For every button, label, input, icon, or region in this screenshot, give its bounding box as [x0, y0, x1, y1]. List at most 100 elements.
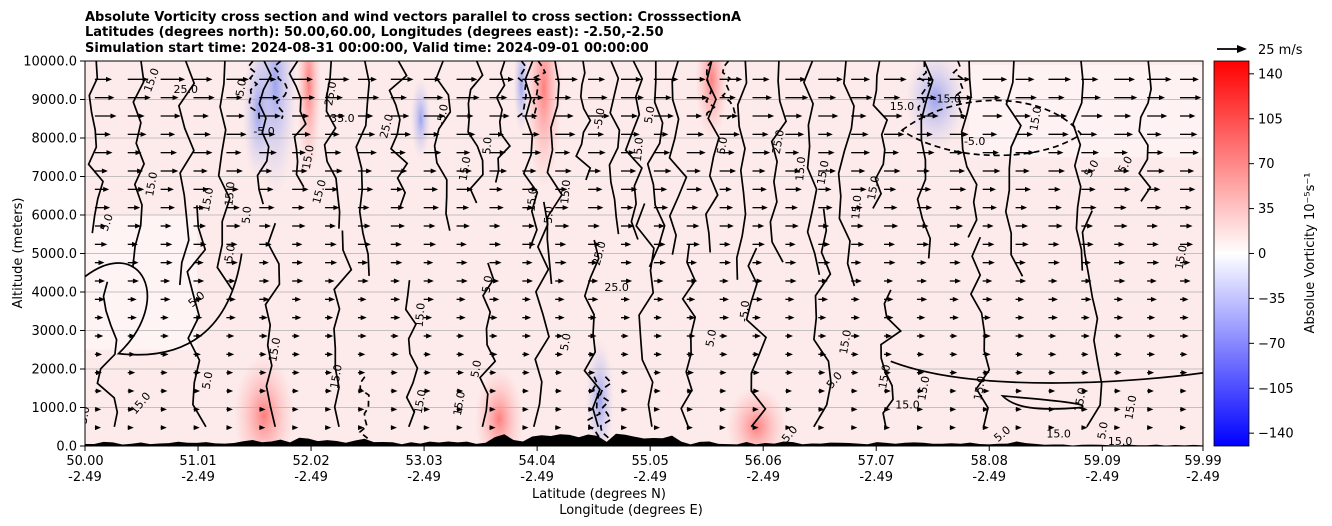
- wind-vector-head: [495, 260, 502, 266]
- wind-vector-head: [208, 95, 215, 101]
- wind-vector-head: [1127, 131, 1134, 137]
- wind-vector-head: [196, 315, 203, 321]
- wind-vector-head: [491, 351, 498, 357]
- wind-vector-head: [891, 205, 898, 211]
- wind-vector-head: [957, 223, 964, 229]
- wind-vector-head: [720, 388, 727, 394]
- wind-vectors: [94, 76, 1202, 431]
- wind-vector-head: [766, 95, 773, 101]
- wind-vector-head: [1191, 131, 1198, 137]
- contour-line: [575, 61, 592, 181]
- wind-vector-head: [1192, 150, 1199, 156]
- wind-vector-head: [836, 76, 843, 82]
- wind-vector-head: [818, 406, 825, 412]
- contour-label: 5.0: [480, 136, 494, 155]
- contour-line: [704, 61, 716, 120]
- wind-vector-head: [654, 425, 660, 431]
- contour-line: [522, 61, 539, 249]
- wind-vector-head: [630, 168, 637, 174]
- quiver-key-label: 25 m/s: [1258, 43, 1303, 58]
- wind-vector-head: [303, 113, 310, 119]
- wind-vector-head: [1124, 186, 1131, 192]
- wind-vector-head: [96, 370, 102, 376]
- wind-vector-head: [756, 278, 763, 284]
- wind-vector-head: [398, 205, 405, 211]
- contour-line: [608, 61, 621, 235]
- wind-vector-head: [226, 406, 233, 412]
- wind-vector-head: [821, 278, 828, 284]
- wind-vector-head: [274, 113, 281, 119]
- contour-label: 15.0: [222, 181, 237, 207]
- wind-vector-head: [108, 95, 115, 101]
- wind-vector-head: [367, 113, 374, 119]
- wind-vector-head: [1024, 113, 1031, 119]
- wind-vector-head: [1147, 425, 1154, 431]
- wind-vector-head: [459, 315, 466, 321]
- contour-label: -5.0: [434, 103, 451, 126]
- wind-vector-head: [1159, 95, 1165, 101]
- wind-vector-head: [390, 425, 397, 431]
- wind-vector-head: [1057, 150, 1064, 156]
- wind-vector-head: [822, 296, 829, 302]
- wind-vector-head: [234, 223, 241, 229]
- wind-vector-head: [403, 113, 410, 119]
- wind-vector-head: [489, 406, 496, 412]
- wind-vector-head: [1187, 241, 1194, 247]
- wind-vector-head: [243, 76, 249, 82]
- colorbar-tick-label: 35: [1258, 202, 1275, 217]
- wind-vector-head: [826, 205, 833, 211]
- x-axis: 50.00-2.4951.01-2.4952.02-2.4953.03-2.49…: [66, 446, 1222, 485]
- wind-vector-head: [560, 260, 567, 266]
- wind-vector-head: [399, 223, 405, 229]
- wind-vector-head: [824, 260, 831, 266]
- wind-vector-head: [165, 223, 172, 229]
- contour-line: [177, 61, 196, 286]
- contour-line: [624, 61, 644, 240]
- wind-vector-head: [565, 95, 572, 101]
- wind-vector-head: [588, 425, 595, 431]
- contour-line: [323, 61, 341, 229]
- wind-vector-head: [635, 76, 642, 82]
- vorticity-blob: [242, 61, 275, 182]
- wind-vector-head: [95, 425, 101, 431]
- colorbar-tick-label: −70: [1258, 337, 1285, 352]
- wind-vector-head: [437, 95, 444, 101]
- wind-vector-head: [1120, 205, 1127, 211]
- wind-vector-head: [952, 315, 959, 321]
- wind-vector-head: [654, 388, 661, 394]
- vorticity-blob: [525, 61, 562, 188]
- wind-vector-head: [621, 388, 628, 394]
- wind-vector-head: [202, 186, 209, 192]
- contour-label: 25.0: [590, 240, 609, 267]
- wind-vector-head: [309, 95, 316, 101]
- wind-vector-head: [795, 186, 802, 192]
- wind-vector-head: [370, 150, 377, 156]
- wind-vector-head: [593, 223, 600, 229]
- wind-vector-head: [957, 150, 964, 156]
- wind-vector-head: [1016, 388, 1023, 394]
- contour-line: [1072, 61, 1084, 271]
- contour-label: 15.0: [815, 159, 832, 185]
- x-tick-label-lat: 58.08: [971, 454, 1008, 469]
- wind-vector-head: [994, 95, 1001, 101]
- wind-vector-head: [625, 260, 632, 266]
- wind-vector-head: [922, 223, 929, 229]
- wind-vector-head: [960, 186, 967, 192]
- wind-vector-head: [197, 260, 204, 266]
- wind-vector-head: [328, 296, 335, 302]
- wind-vector-head: [1118, 241, 1125, 247]
- vorticity-blob: [410, 78, 431, 159]
- wind-vector-head: [826, 131, 833, 137]
- wind-vector-head: [686, 425, 693, 431]
- wind-vector-head: [723, 315, 730, 321]
- wind-vector-head: [527, 205, 534, 211]
- wind-vector-head: [798, 131, 805, 137]
- contour-line: [1081, 210, 1103, 428]
- wind-vector-head: [1147, 388, 1154, 394]
- wind-vector-head: [235, 150, 242, 156]
- wind-vector-head: [1117, 296, 1124, 302]
- wind-vector-head: [98, 260, 105, 266]
- contour-line: [802, 61, 821, 275]
- wind-vector-head: [1081, 406, 1088, 412]
